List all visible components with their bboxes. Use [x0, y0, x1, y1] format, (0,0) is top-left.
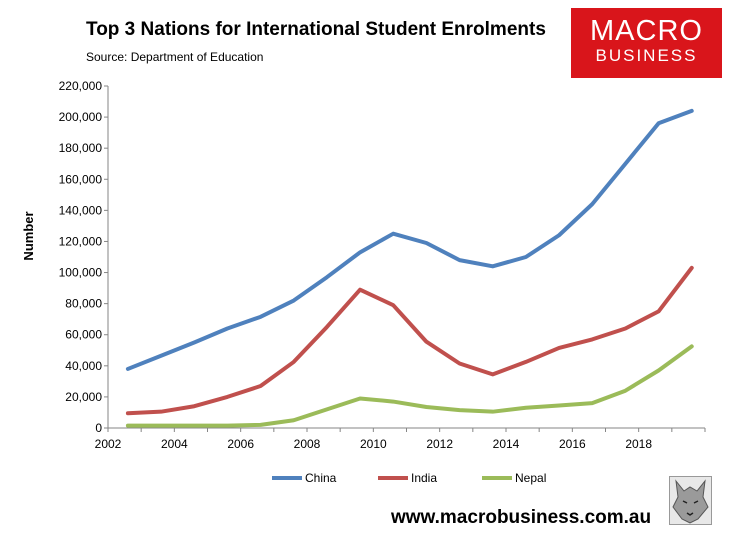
y-tick-label: 200,000	[59, 110, 103, 124]
chart-axes	[107, 86, 705, 429]
x-tick-label: 2006	[227, 437, 254, 451]
logo-line-2: BUSINESS	[595, 46, 698, 65]
legend: China India Nepal	[272, 471, 546, 485]
x-tick-label: 2010	[360, 437, 387, 451]
y-tick-label: 140,000	[59, 203, 103, 217]
chart-title: Top 3 Nations for International Student …	[86, 19, 546, 40]
x-tick-label: 2004	[161, 437, 188, 451]
y-tick-label: 0	[95, 421, 102, 435]
x-tick-label: 2016	[559, 437, 586, 451]
y-tick-label: 120,000	[59, 234, 103, 248]
y-tick-label: 160,000	[59, 172, 103, 186]
y-tick-label: 60,000	[65, 328, 102, 342]
y-axis-label: Number	[21, 211, 36, 260]
macrobusiness-logo: MACRO BUSINESS	[571, 8, 722, 78]
x-tick-label: 2012	[426, 437, 453, 451]
x-axis-ticks: 2002 2004 2006 2008 2010 2012 2014 2016 2018	[95, 428, 706, 451]
chart-subtitle: Source: Department of Education	[86, 50, 264, 64]
y-tick-label: 40,000	[65, 359, 102, 373]
y-tick-label: 100,000	[59, 266, 103, 280]
series-line-nepal	[125, 344, 694, 428]
legend-label-india: India	[411, 471, 437, 485]
series-line-china	[125, 108, 694, 371]
y-tick-label: 20,000	[65, 390, 102, 404]
y-tick-label: 180,000	[59, 141, 103, 155]
y-tick-label: 220,000	[59, 79, 103, 93]
footer-url[interactable]: www.macrobusiness.com.au	[391, 507, 652, 528]
series-lines	[125, 108, 694, 428]
legend-label-nepal: Nepal	[515, 471, 546, 485]
legend-label-china: China	[305, 471, 337, 485]
y-tick-label: 80,000	[65, 297, 102, 311]
y-axis-ticks: 0 20,000 40,000 60,000 80,000 100,000 120,000 1…	[59, 79, 108, 435]
logo-line-1: MACRO	[590, 15, 703, 47]
x-tick-label: 2018	[625, 437, 652, 451]
wolf-logo-icon	[669, 476, 712, 525]
x-tick-label: 2008	[294, 437, 321, 451]
series-line-india	[125, 265, 694, 416]
x-tick-label: 2002	[95, 437, 122, 451]
x-tick-label: 2014	[493, 437, 520, 451]
